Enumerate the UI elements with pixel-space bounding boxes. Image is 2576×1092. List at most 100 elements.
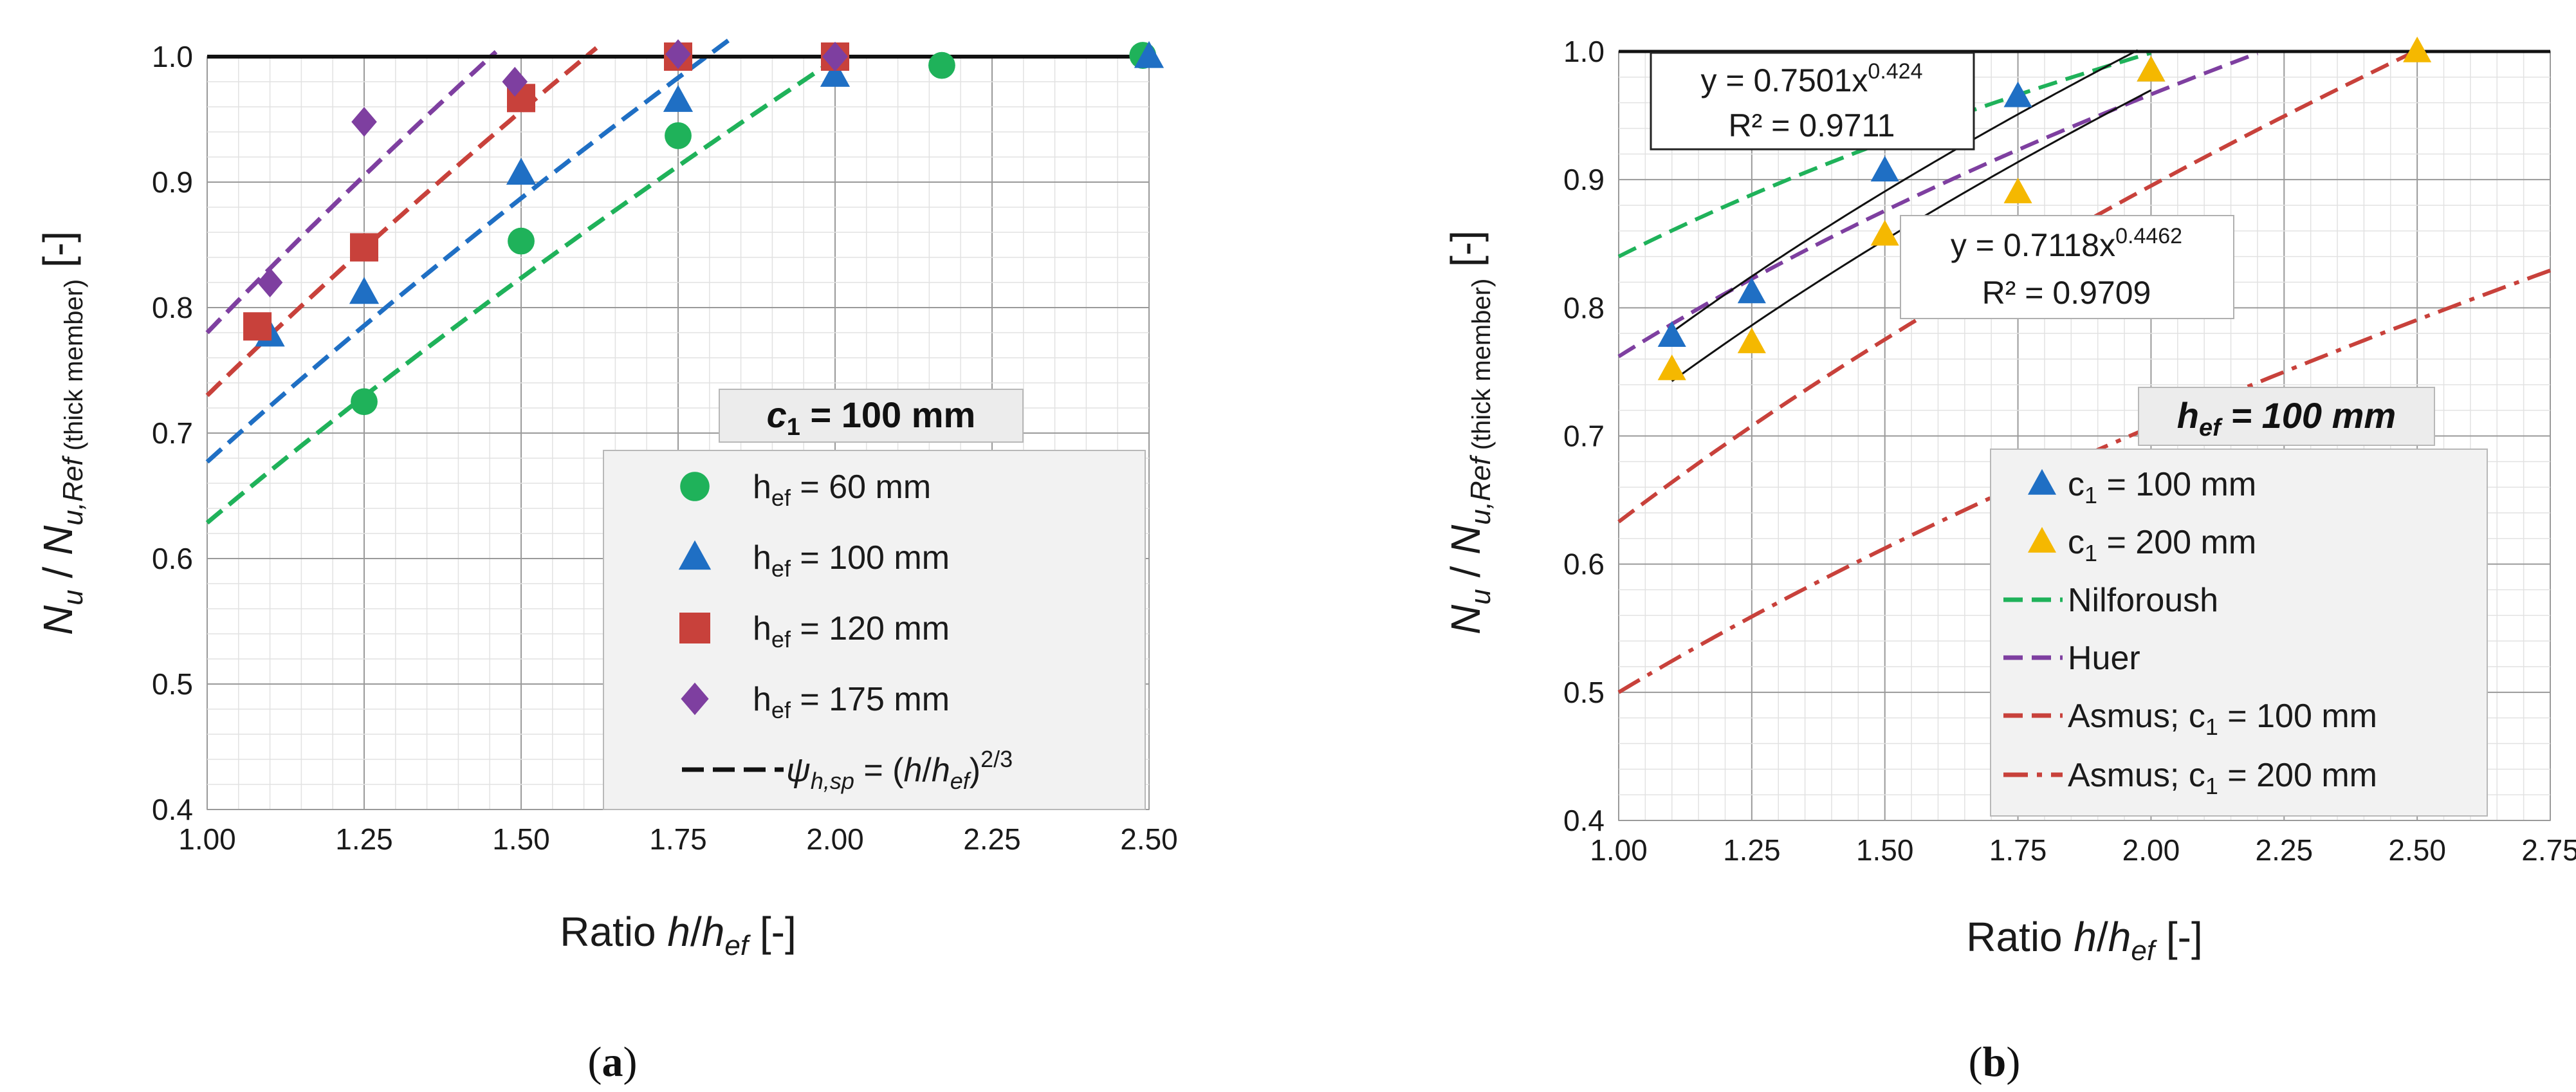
svg-text:c1 = 100 mm: c1 = 100 mm <box>2068 466 2256 508</box>
data-point-series-1 <box>1134 41 1164 68</box>
data-point-series-1 <box>506 158 537 185</box>
chart-panel-a: 1.00 1.25 1.50 1.75 2.00 2.25 2.50 0.4 0.5 0.6 0.7… <box>35 33 1178 1086</box>
svg-text:hef = 120 mm: hef = 120 mm <box>753 610 950 652</box>
y-axis-label-b: Nu / Nu,Ref (thick member) [-] <box>1442 230 1496 634</box>
y-tick-label: 0.8 <box>1563 291 1605 324</box>
y-tick-label: 0.4 <box>1563 804 1605 837</box>
svg-text:ψh,sp = (h/hef)2/3: ψh,sp = (h/hef)2/3 <box>786 746 1013 794</box>
y-axis-label-a: Nu / Nu,Ref (thick member) [-] <box>35 231 89 635</box>
x-axis-label-b: Ratio h/hef [-] <box>1966 914 2203 967</box>
legend-item-c100: c1 = 100 mm <box>2068 466 2256 508</box>
svg-text:y = 0.7118x0.4462: y = 0.7118x0.4462 <box>1951 224 2182 263</box>
x-tick-label: 2.00 <box>2122 833 2180 867</box>
y-tick-label: 0.6 <box>152 542 193 575</box>
y-tick-label: 1.0 <box>152 40 193 73</box>
data-point-series-0 <box>351 388 378 416</box>
x-tick-label: 1.50 <box>1856 833 1914 867</box>
x-tick-label: 1.00 <box>178 822 236 856</box>
y-tick-label: 0.7 <box>1563 420 1605 453</box>
fit-annotation-1: y = 0.7501x0.424 R² = 0.9711 <box>1650 51 1975 151</box>
legend-title-b: hef = 100 mm <box>2138 387 2435 446</box>
tick-labels-a: 1.00 1.25 1.50 1.75 2.00 2.25 2.50 0.4 0.5 0.6 0.7… <box>152 40 1178 856</box>
legend-marker-c100 <box>2027 468 2057 495</box>
y-tick-label: 1.0 <box>1563 35 1605 68</box>
data-point-series-2 <box>350 233 378 262</box>
data-point-series-3 <box>502 66 528 97</box>
legend-item-asmus200: Asmus; c1 = 200 mm <box>2068 757 2377 799</box>
svg-text:R² = 0.9711: R² = 0.9711 <box>1729 107 1895 143</box>
x-tick-label: 1.50 <box>492 822 550 856</box>
trendline-series-3 <box>205 50 498 335</box>
data-point-series-1 <box>1657 354 1686 380</box>
legend-marker-series-3 <box>681 682 709 716</box>
model-curve-2 <box>1617 48 2418 524</box>
power-fit-0 <box>1671 49 2139 333</box>
y-tick-label: 0.4 <box>152 793 193 826</box>
legend-item-asmus100: Asmus; c1 = 100 mm <box>2068 698 2377 740</box>
chart-panel-b: 1.00 1.25 1.50 1.75 2.00 2.25 2.50 2.75 0.4 0.5 0.… <box>1442 35 2576 1086</box>
legend-title-a: c1 = 100 mm <box>719 389 1024 443</box>
tick-labels-b: 1.00 1.25 1.50 1.75 2.00 2.25 2.50 2.75 0.4 0.5 0.… <box>1563 35 2576 867</box>
x-tick-label: 2.25 <box>963 822 1021 856</box>
legend-item-huer: Huer <box>2068 640 2140 677</box>
x-tick-label: 2.25 <box>2256 833 2314 867</box>
data-point-series-0 <box>508 227 535 255</box>
x-tick-label: 1.25 <box>335 822 393 856</box>
data-point-series-3 <box>822 41 848 72</box>
data-point-series-1 <box>2403 36 2432 62</box>
svg-text:hef = 175 mm: hef = 175 mm <box>753 681 950 723</box>
legend-marker-series-0 <box>680 472 710 501</box>
x-tick-label: 1.00 <box>1590 833 1648 867</box>
svg-text:c1 = 200 mm: c1 = 200 mm <box>2068 524 2256 566</box>
legend-item-c200: c1 = 200 mm <box>2068 524 2256 566</box>
legend-b <box>1990 449 2488 817</box>
data-point-series-1 <box>1737 328 1766 353</box>
data-points-a <box>243 39 1164 416</box>
svg-text:Nilforoush: Nilforoush <box>2068 582 2218 619</box>
legend-item-nilforoush: Nilforoush <box>2068 582 2218 619</box>
y-tick-label: 0.6 <box>1563 548 1605 581</box>
x-tick-label: 2.00 <box>806 822 864 856</box>
caption-a: (a) <box>588 1039 638 1086</box>
legend-item-reference: ψh,sp = (h/hef)2/3 <box>682 746 1013 794</box>
trendline-series-0 <box>205 49 849 525</box>
legend-item-hef60: hef = 60 mm <box>753 468 931 511</box>
x-tick-label: 2.75 <box>2521 833 2576 867</box>
trendline-series-1 <box>205 33 736 464</box>
legend-marker-c200 <box>2027 526 2057 553</box>
y-tick-label: 0.5 <box>1563 676 1605 709</box>
data-point-series-1 <box>820 60 851 87</box>
y-tick-label: 0.7 <box>152 416 193 450</box>
svg-text:Huer: Huer <box>2068 640 2140 677</box>
x-tick-label: 2.50 <box>2388 833 2446 867</box>
x-tick-label: 1.75 <box>1989 833 2047 867</box>
model-curve-3 <box>1617 268 2552 694</box>
data-point-series-1 <box>663 85 694 112</box>
legend-marker-series-2 <box>679 613 710 643</box>
svg-text:c1 = 100 mm: c1 = 100 mm <box>767 394 976 441</box>
data-point-series-2 <box>243 312 272 341</box>
data-point-series-3 <box>351 107 377 137</box>
caption-b: (b) <box>1969 1039 2021 1086</box>
svg-text:hef = 100 mm: hef = 100 mm <box>2177 395 2396 441</box>
svg-text:Asmus; c1 = 200 mm: Asmus; c1 = 200 mm <box>2068 757 2377 799</box>
svg-text:hef = 100 mm: hef = 100 mm <box>753 539 950 582</box>
svg-text:R² = 0.9709: R² = 0.9709 <box>1982 275 2151 311</box>
data-point-series-1 <box>349 277 380 304</box>
data-point-series-0 <box>665 122 692 149</box>
legend-item-hef120: hef = 120 mm <box>753 610 950 652</box>
legend-a <box>603 450 1146 810</box>
legend-item-hef175: hef = 175 mm <box>753 681 950 723</box>
x-tick-label: 1.25 <box>1723 833 1781 867</box>
fit-annotation-2: y = 0.7118x0.4462 R² = 0.9709 <box>1900 215 2234 319</box>
x-tick-label: 1.75 <box>649 822 707 856</box>
data-point-series-0 <box>1737 277 1766 304</box>
svg-text:y = 0.7501x0.424: y = 0.7501x0.424 <box>1700 59 1922 98</box>
data-point-series-0 <box>1870 156 1899 182</box>
data-point-series-1 <box>2137 55 2166 82</box>
y-tick-label: 0.9 <box>1563 163 1605 196</box>
legend-marker-series-1 <box>678 540 712 570</box>
data-point-series-0 <box>2003 81 2032 107</box>
x-axis-label-a: Ratio h/hef [-] <box>560 909 796 961</box>
